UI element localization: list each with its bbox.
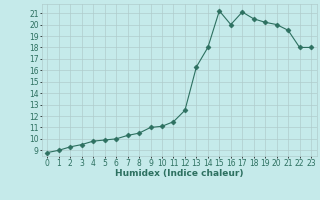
X-axis label: Humidex (Indice chaleur): Humidex (Indice chaleur) (115, 169, 244, 178)
